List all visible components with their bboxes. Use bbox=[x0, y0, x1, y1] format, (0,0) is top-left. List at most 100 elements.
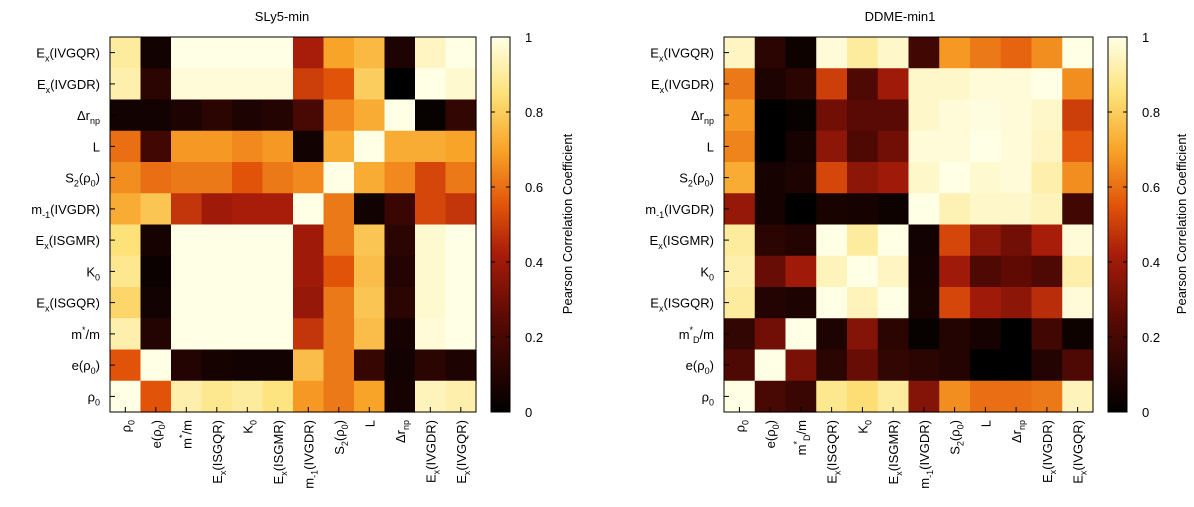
y-tick-label: K0 bbox=[86, 264, 100, 282]
heatmap-cell bbox=[970, 224, 1002, 257]
x-tick-label: ρ0 bbox=[118, 420, 136, 432]
heatmap-cell bbox=[754, 255, 787, 288]
heatmap-cell bbox=[754, 37, 787, 69]
heatmap-cell bbox=[232, 255, 264, 288]
y-tick-label: e(ρ0) bbox=[72, 358, 100, 376]
heatmap-cell bbox=[445, 130, 477, 163]
plot-frame bbox=[109, 36, 477, 413]
y-tick-label: e(ρ0) bbox=[686, 358, 714, 376]
heatmap-cell bbox=[323, 349, 355, 382]
heatmap-cell bbox=[445, 193, 477, 226]
heatmap-cell bbox=[970, 287, 1002, 319]
x-tick-label: e(ρ0) bbox=[763, 420, 781, 448]
heatmap-cell bbox=[816, 68, 848, 101]
y-tick-label: Ex(ISGQR) bbox=[650, 296, 714, 314]
heatmap-cell bbox=[847, 287, 879, 319]
heatmap-cell bbox=[970, 318, 1002, 351]
x-tick-label: L bbox=[978, 420, 993, 427]
heatmap-cell bbox=[201, 287, 233, 319]
heatmap-cell bbox=[724, 287, 756, 319]
heatmap-cell bbox=[754, 224, 787, 257]
heatmap-cell bbox=[939, 99, 971, 132]
heatmap-cell bbox=[908, 68, 940, 101]
colorbar-tick-label: 0 bbox=[1142, 405, 1149, 420]
x-tick-label: ρ0 bbox=[732, 420, 750, 432]
heatmap-cell bbox=[415, 255, 447, 288]
heatmap-cell bbox=[877, 318, 910, 351]
heatmap-cell bbox=[847, 255, 879, 288]
heatmap-cell bbox=[970, 193, 1002, 226]
heatmap-cell bbox=[445, 287, 477, 319]
heatmap-cell bbox=[877, 68, 910, 101]
heatmap-cell bbox=[323, 224, 355, 257]
x-tick-label: Ex(IVGQR) bbox=[1071, 420, 1089, 484]
heatmap-cell bbox=[970, 37, 1002, 69]
heatmap-cell bbox=[201, 99, 233, 132]
colorbar-tick-label: 1 bbox=[1142, 30, 1149, 45]
x-tick-label: K0 bbox=[855, 420, 873, 434]
heatmap-cell bbox=[354, 255, 386, 288]
heatmap-cell bbox=[939, 255, 971, 288]
heatmap-cell bbox=[201, 193, 233, 226]
heatmap-cell bbox=[847, 68, 879, 101]
heatmap-cell bbox=[201, 255, 233, 288]
heatmap-cell bbox=[785, 349, 817, 382]
heatmap-cell bbox=[140, 349, 172, 382]
heatmap-cell bbox=[110, 68, 142, 101]
heatmap-cell bbox=[201, 318, 233, 351]
heatmap-cell bbox=[323, 68, 355, 101]
heatmap-cell bbox=[1031, 37, 1063, 69]
heatmap-cell bbox=[908, 287, 940, 319]
heatmap-cell bbox=[816, 99, 848, 132]
heatmap-cell bbox=[171, 162, 203, 194]
x-tick-label: m*D/m bbox=[792, 420, 812, 455]
colorbar-tick-label: 0.4 bbox=[1142, 255, 1160, 270]
x-tick-label: S2(ρ0) bbox=[332, 420, 350, 455]
heatmap-cell bbox=[384, 318, 416, 351]
heatmap-cell bbox=[201, 37, 233, 69]
heatmap-cell bbox=[232, 224, 264, 257]
heatmap-cell bbox=[293, 37, 325, 69]
heatmap-cell bbox=[384, 37, 416, 69]
heatmap-cell bbox=[171, 193, 203, 226]
heatmap-cell bbox=[171, 224, 203, 257]
heatmap-cell bbox=[262, 37, 294, 69]
heatmap-cell bbox=[293, 68, 325, 101]
heatmap-cell bbox=[1062, 99, 1094, 132]
heatmap-cell bbox=[908, 130, 940, 163]
x-tick-label: Ex(IVGDR) bbox=[423, 420, 441, 483]
colorbar-tick-label: 0.8 bbox=[525, 105, 543, 120]
y-tick-label: ρ0 bbox=[702, 389, 714, 407]
heatmap-cell bbox=[785, 224, 817, 257]
heatmap-cell bbox=[384, 349, 416, 382]
heatmap-cell bbox=[877, 287, 910, 319]
heatmap-cell bbox=[724, 224, 756, 257]
y-tick-label: m-1(IVGDR) bbox=[645, 202, 714, 220]
heatmap-cell bbox=[293, 255, 325, 288]
heatmap-cell bbox=[415, 99, 447, 132]
heatmap-cell bbox=[110, 162, 142, 194]
heatmap-cell bbox=[171, 37, 203, 69]
heatmap-cell bbox=[724, 130, 756, 163]
heatmap-cell bbox=[323, 37, 355, 69]
heatmap-cell bbox=[140, 224, 172, 257]
heatmap-cell bbox=[201, 349, 233, 382]
x-tick-label: Ex(ISGQR) bbox=[210, 420, 228, 484]
heatmap-cell bbox=[232, 287, 264, 319]
heatmap-cell bbox=[323, 255, 355, 288]
heatmap-cell bbox=[445, 162, 477, 194]
heatmap-cell bbox=[1062, 193, 1094, 226]
heatmap-cell bbox=[384, 224, 416, 257]
colorbar-tick-label: 0.2 bbox=[525, 330, 543, 345]
heatmap-cell bbox=[939, 318, 971, 351]
heatmap-cell bbox=[445, 68, 477, 101]
heatmap-cell bbox=[262, 99, 294, 132]
heatmap-cell bbox=[847, 37, 879, 69]
heatmap-cell bbox=[354, 99, 386, 132]
y-tick-label: L bbox=[707, 139, 714, 154]
heatmap-cell bbox=[1062, 349, 1094, 382]
y-tick-label: Ex(IVGQR) bbox=[36, 46, 100, 64]
heatmap-cell bbox=[754, 318, 787, 351]
heatmap-cell bbox=[354, 68, 386, 101]
